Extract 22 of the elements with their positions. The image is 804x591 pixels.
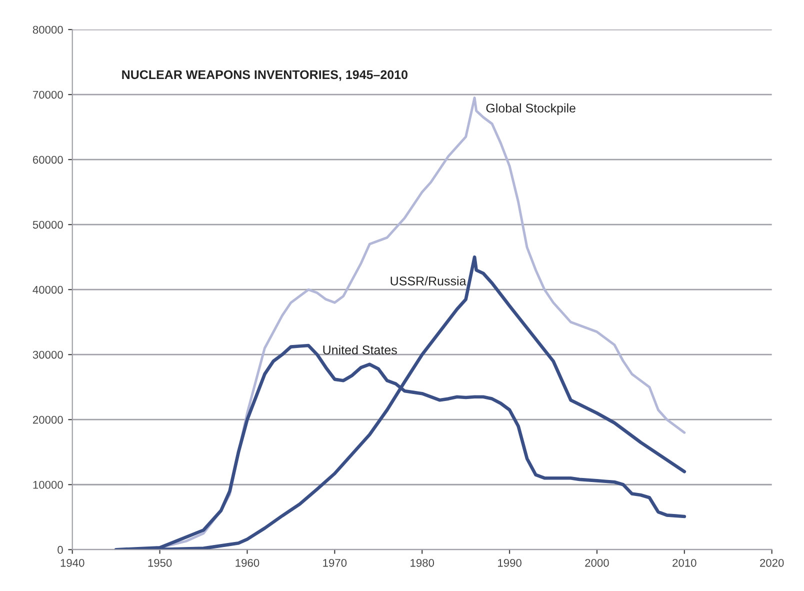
- y-tick-label: 20000: [32, 416, 63, 424]
- y-tick-label: 40000: [32, 286, 63, 294]
- y-tick-label: 10000: [33, 480, 63, 489]
- x-tick-label: 1990: [498, 558, 522, 567]
- y-tick-label: 30000: [32, 350, 63, 359]
- x-tick-label: 2010: [672, 558, 696, 567]
- x-tick-label: 1970: [323, 558, 347, 567]
- series-label: USSR/Russia: [390, 276, 466, 286]
- x-tick-label: 2020: [760, 558, 784, 567]
- y-tick-label: 80000: [32, 26, 63, 34]
- text: NUCLEAR WEAPONS INVENTORIES, 1945–2010: [122, 70, 408, 81]
- y-tick-label: 60000: [33, 156, 63, 164]
- x-tick-label: 2000: [585, 558, 609, 567]
- series-label: United States: [323, 345, 397, 354]
- x-tick-label: 1960: [236, 558, 260, 567]
- y-tick-label: 70000: [33, 90, 63, 99]
- y-tick-label: 50000: [32, 220, 63, 229]
- y-tick-label: 0: [58, 546, 63, 554]
- x-tick-label: 1950: [148, 558, 172, 567]
- series-label: Global Stockpile: [486, 103, 576, 116]
- x-tick-label: 1940: [60, 558, 84, 567]
- x-tick-label: 1980: [410, 558, 434, 567]
